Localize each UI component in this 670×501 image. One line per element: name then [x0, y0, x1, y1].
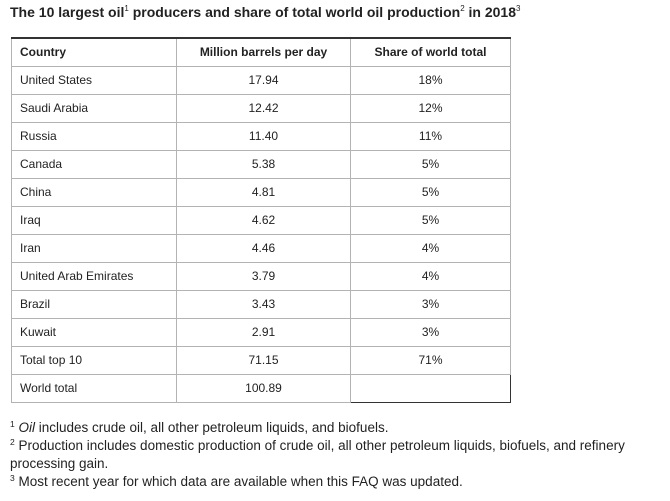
table-row: United States 17.94 18%	[11, 66, 511, 95]
share-cell: 12%	[350, 94, 511, 123]
barrels-cell: 5.38	[176, 150, 351, 179]
share-cell: 5%	[350, 178, 511, 207]
barrels-cell: 4.62	[176, 206, 351, 235]
country-cell: Saudi Arabia	[11, 94, 177, 123]
share-cell: 5%	[350, 150, 511, 179]
share-cell: 3%	[350, 290, 511, 319]
share-cell: 18%	[350, 66, 511, 95]
share-cell	[350, 374, 511, 403]
table-row: Saudi Arabia 12.42 12%	[11, 94, 511, 123]
table-row: World total 100.89	[11, 374, 511, 403]
barrels-cell: 4.46	[176, 234, 351, 263]
share-cell: 4%	[350, 262, 511, 291]
barrels-cell: 11.40	[176, 122, 351, 151]
country-cell: World total	[11, 374, 177, 403]
footnote-ref-1: 1	[124, 4, 129, 13]
page-title: The 10 largest oil1 producers and share …	[10, 4, 521, 20]
column-header-barrels: Million barrels per day	[176, 37, 351, 67]
barrels-cell: 3.79	[176, 262, 351, 291]
footnote-2: 2 Production includes domestic productio…	[10, 437, 625, 471]
share-cell: 5%	[350, 206, 511, 235]
barrels-cell: 4.81	[176, 178, 351, 207]
share-cell: 4%	[350, 234, 511, 263]
footnotes: 1 Oil includes crude oil, all other petr…	[10, 419, 665, 491]
country-cell: Iraq	[11, 206, 177, 235]
barrels-cell: 100.89	[176, 374, 351, 403]
share-cell: 3%	[350, 318, 511, 347]
barrels-cell: 12.42	[176, 94, 351, 123]
barrels-cell: 17.94	[176, 66, 351, 95]
country-cell: Total top 10	[11, 346, 177, 375]
footnote-1: 1 Oil includes crude oil, all other petr…	[10, 419, 389, 435]
barrels-cell: 71.15	[176, 346, 351, 375]
country-cell: United States	[11, 66, 177, 95]
country-cell: China	[11, 178, 177, 207]
country-cell: Iran	[11, 234, 177, 263]
table-row: Russia 11.40 11%	[11, 122, 511, 151]
country-cell: Brazil	[11, 290, 177, 319]
column-header-country: Country	[11, 37, 177, 67]
table-row: Iran 4.46 4%	[11, 234, 511, 263]
country-cell: Russia	[11, 122, 177, 151]
country-cell: United Arab Emirates	[11, 262, 177, 291]
share-cell: 11%	[350, 122, 511, 151]
table-row: Total top 10 71.15 71%	[11, 346, 511, 375]
footnote-ref-3: 3	[516, 4, 521, 13]
barrels-cell: 3.43	[176, 290, 351, 319]
column-header-share: Share of world total	[350, 37, 511, 67]
table-row: Canada 5.38 5%	[11, 150, 511, 179]
table-row: Iraq 4.62 5%	[11, 206, 511, 235]
share-cell: 71%	[350, 346, 511, 375]
table-row: Kuwait 2.91 3%	[11, 318, 511, 347]
table-row: Brazil 3.43 3%	[11, 290, 511, 319]
barrels-cell: 2.91	[176, 318, 351, 347]
footnote-3: 3 Most recent year for which data are av…	[10, 473, 463, 489]
country-cell: Canada	[11, 150, 177, 179]
table-row: United Arab Emirates 3.79 4%	[11, 262, 511, 291]
country-cell: Kuwait	[11, 318, 177, 347]
oil-producers-table: Country Million barrels per day Share of…	[11, 37, 511, 403]
table-row: China 4.81 5%	[11, 178, 511, 207]
footnote-ref-2: 2	[460, 4, 465, 13]
table-header-row: Country Million barrels per day Share of…	[11, 37, 511, 67]
